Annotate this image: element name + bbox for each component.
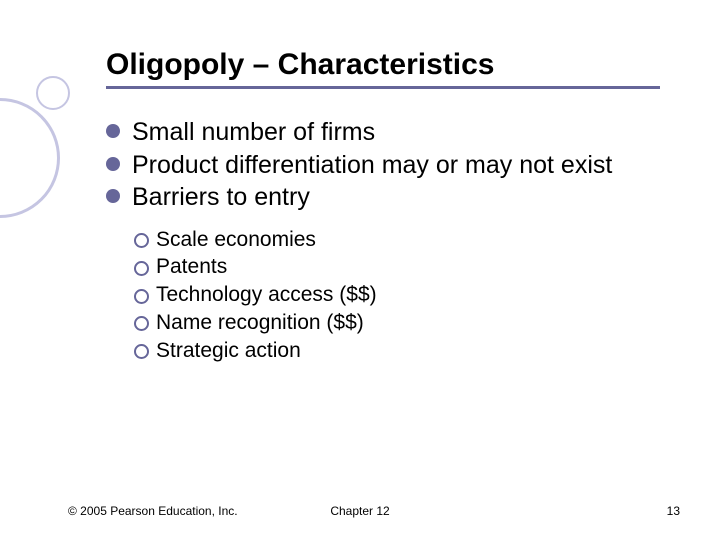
footer: © 2005 Pearson Education, Inc. Chapter 1… [0, 504, 720, 518]
slide: Oligopoly – Characteristics Small number… [0, 0, 720, 540]
slide-title: Oligopoly – Characteristics [106, 48, 660, 82]
list-item: Product differentiation may or may not e… [106, 150, 660, 181]
list-item: Technology access ($$) [134, 282, 660, 309]
list-item: Name recognition ($$) [134, 310, 660, 337]
list-item: Small number of firms [106, 117, 660, 148]
footer-page-number: 13 [667, 504, 680, 518]
list-item: Patents [134, 254, 660, 281]
bullet-list-level1: Small number of firms Product differenti… [106, 117, 660, 213]
list-item: Strategic action [134, 338, 660, 365]
list-item: Scale economies [134, 227, 660, 254]
footer-chapter: Chapter 12 [330, 504, 389, 518]
title-underline [106, 86, 660, 89]
list-item: Barriers to entry [106, 182, 660, 213]
bullet-list-level2: Scale economies Patents Technology acces… [134, 227, 660, 365]
footer-copyright: © 2005 Pearson Education, Inc. [68, 504, 238, 518]
